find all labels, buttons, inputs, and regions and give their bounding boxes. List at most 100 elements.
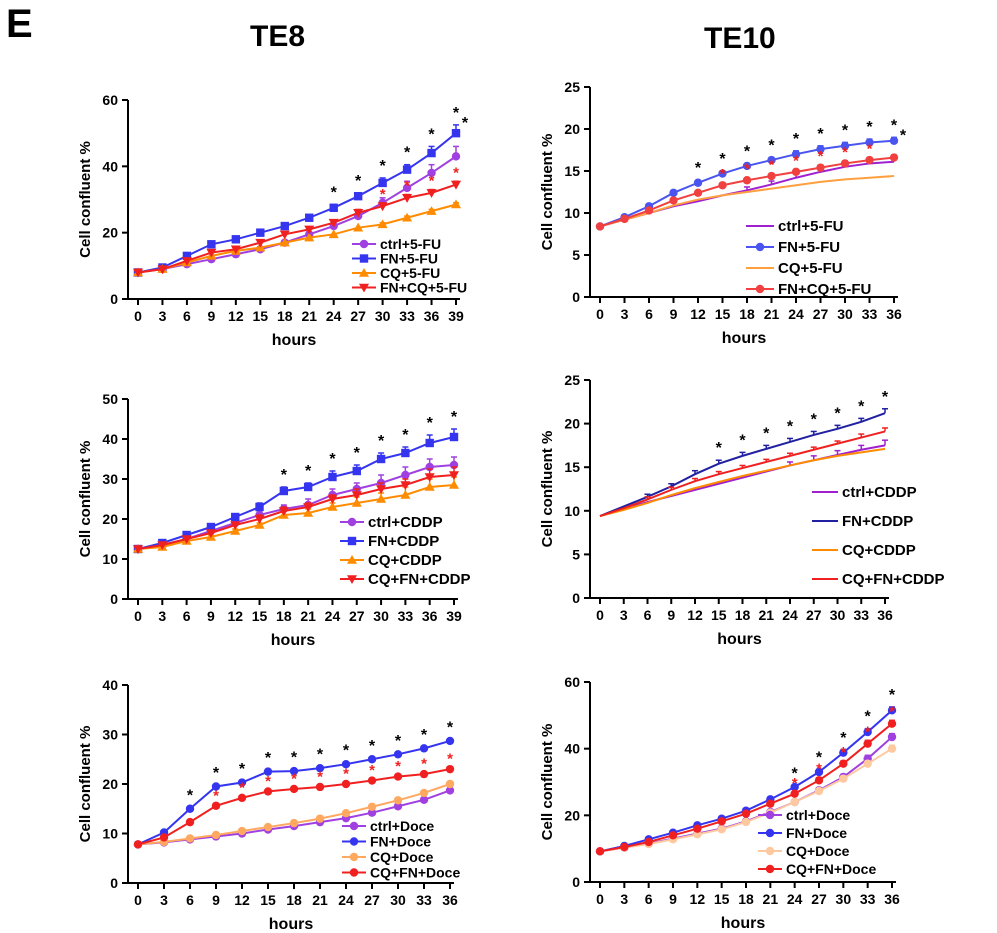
data-point	[427, 148, 436, 158]
series-FN+CQ+5-FU	[595, 153, 899, 231]
data-point	[254, 519, 265, 529]
legend-label: ctrl+Doce	[370, 818, 434, 834]
significance-star: *	[842, 122, 849, 139]
data-point	[424, 473, 435, 483]
data-point	[341, 760, 351, 769]
significance-star: *	[354, 445, 361, 462]
data-point	[766, 799, 775, 808]
series-ctrl+Doce	[595, 732, 897, 856]
data-point	[887, 744, 897, 753]
x-axis-label: hours	[269, 916, 314, 933]
data-point	[839, 759, 848, 768]
data-point	[315, 782, 325, 792]
column-title-te10: TE10	[704, 22, 776, 55]
data-point	[230, 521, 241, 531]
x-tick-label: 30	[390, 892, 406, 908]
data-point	[693, 178, 703, 187]
legend-label: CQ+Doce	[786, 843, 850, 859]
significance-star: *	[695, 160, 702, 177]
data-point	[839, 748, 848, 757]
y-axis-label: Cell confluent %	[77, 441, 94, 558]
data-point	[863, 739, 872, 748]
y-tick-label: 40	[564, 741, 580, 757]
y-axis-label: Cell confluent %	[77, 141, 94, 258]
data-point	[427, 168, 436, 178]
legend-swatch-marker	[347, 517, 357, 527]
data-point	[669, 196, 678, 205]
data-point	[767, 171, 776, 181]
significance-star: *	[834, 405, 841, 422]
data-point	[450, 180, 462, 190]
series-CQ+FN+Doce	[133, 764, 455, 849]
x-axis-label: hours	[721, 915, 766, 932]
data-point	[289, 766, 299, 776]
y-tick-label: 30	[102, 727, 118, 743]
legend-label: FN+Doce	[370, 834, 431, 850]
x-tick-label: 24	[788, 306, 804, 322]
data-point	[206, 248, 217, 258]
data-point	[157, 541, 168, 551]
significance-star: *	[763, 425, 770, 442]
data-point	[840, 159, 850, 168]
x-tick-label: 30	[373, 608, 389, 624]
y-axis-label: Cell confluent %	[77, 726, 94, 843]
y-tick-label: 25	[564, 79, 580, 95]
x-tick-label: 0	[596, 891, 604, 907]
y-axis-label: Cell confluent %	[539, 431, 556, 548]
data-point	[816, 144, 825, 154]
x-tick-label: 33	[398, 608, 414, 624]
y-tick-label: 30	[102, 471, 118, 487]
legend-label: CQ+5-FU	[380, 265, 440, 281]
legend: ctrl+Doce FN+Doce CQ+Doce CQ+FN+Doce	[758, 807, 876, 877]
data-point	[329, 203, 338, 212]
significance-star-red: *	[889, 703, 895, 720]
data-point	[328, 472, 337, 482]
significance-star: *	[453, 105, 460, 122]
x-tick-label: 15	[260, 892, 276, 908]
data-point	[263, 787, 273, 796]
series-CQ+FN+Doce	[595, 719, 897, 856]
significance-star-red: *	[769, 157, 775, 174]
data-point	[445, 764, 455, 774]
significance-star: *	[281, 467, 288, 484]
data-point	[341, 779, 351, 789]
data-point	[863, 759, 872, 768]
legend-label: CQ+Doce	[370, 849, 434, 865]
y-tick-label: 0	[110, 291, 118, 307]
x-tick-label: 6	[645, 306, 653, 322]
data-point	[263, 767, 273, 776]
significance-star: *	[404, 145, 411, 162]
legend-label: FN+Doce	[786, 825, 847, 841]
x-tick-label: 33	[860, 891, 876, 907]
data-point	[353, 191, 363, 201]
x-axis-label: hours	[271, 632, 316, 649]
significance-star: *	[265, 750, 272, 767]
series-line	[137, 484, 455, 550]
data-point	[863, 727, 872, 737]
data-point	[289, 818, 299, 828]
series-CQ+FN+CDDP	[599, 427, 888, 517]
legend-label: CQ+CDDP	[368, 552, 442, 569]
data-point	[328, 229, 339, 239]
series-line	[599, 722, 893, 853]
data-point	[889, 136, 899, 145]
x-tick-label: 0	[134, 608, 142, 624]
data-point	[742, 176, 752, 185]
y-axis-label: Cell confluent %	[539, 134, 556, 251]
x-tick-label: 3	[158, 608, 166, 624]
data-point	[816, 163, 825, 172]
data-point	[230, 525, 241, 535]
data-point	[451, 152, 461, 161]
legend-label: ctrl+CDDP	[368, 514, 443, 531]
data-point	[445, 736, 455, 746]
data-point	[814, 786, 824, 796]
x-tick-label: 6	[183, 308, 191, 324]
significance-star-red: *	[239, 779, 245, 796]
significance-star: *	[343, 743, 350, 760]
x-tick-label: 36	[886, 306, 902, 322]
x-tick-label: 15	[715, 306, 731, 322]
legend-label: ctrl+CDDP	[842, 484, 917, 501]
significance-star: *	[378, 433, 385, 450]
significance-star-red: *	[404, 178, 410, 195]
